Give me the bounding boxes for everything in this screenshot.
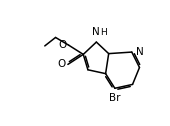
Text: Br: Br bbox=[109, 93, 121, 103]
Text: N: N bbox=[136, 47, 144, 57]
Text: O: O bbox=[57, 59, 66, 69]
Text: H: H bbox=[100, 28, 107, 37]
Text: N: N bbox=[92, 27, 99, 37]
Text: O: O bbox=[58, 40, 66, 50]
